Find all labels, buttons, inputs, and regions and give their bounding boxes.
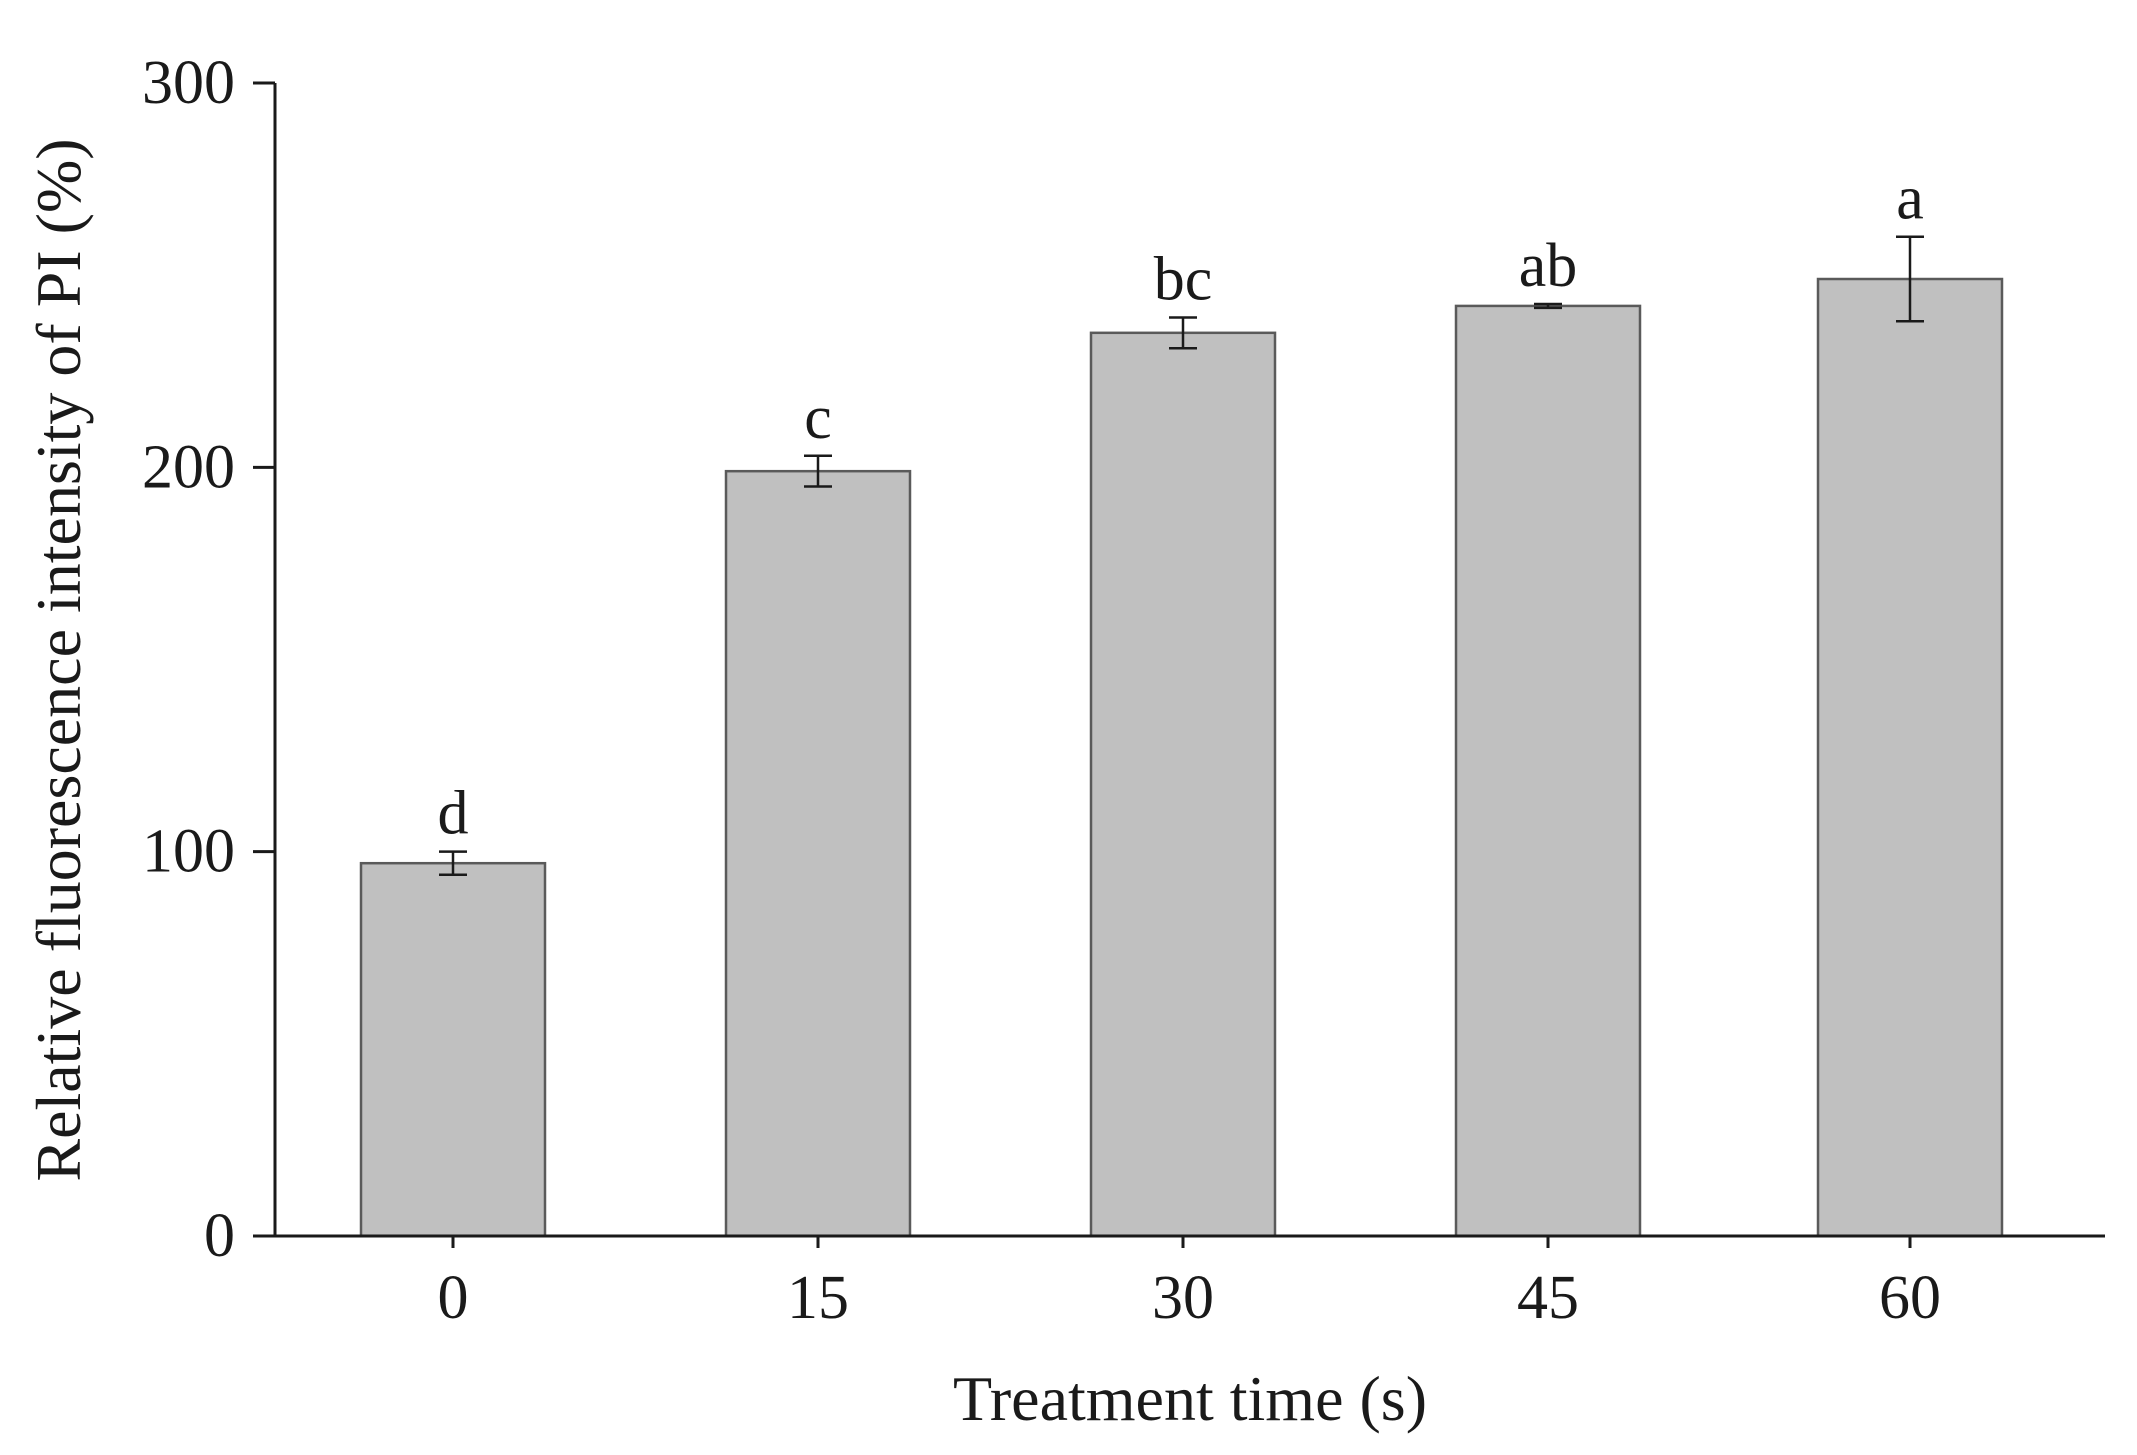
axes (273, 83, 2105, 1238)
bar-45 (1454, 304, 1642, 1238)
error-bars-layer (439, 235, 1924, 876)
x-tick-label-30: 30 (1152, 1264, 1214, 1332)
significance-letter-60: a (1896, 165, 1924, 233)
significance-letters-layer: d c bc ab a (438, 165, 1924, 848)
x-tick-label-60: 60 (1879, 1264, 1941, 1332)
y-tick-label-200: 200 (142, 433, 235, 501)
significance-letter-45: ab (1519, 232, 1578, 300)
y-tick-label-0: 0 (204, 1202, 235, 1270)
x-tick-label-45: 45 (1517, 1264, 1579, 1332)
y-tick-label-300: 300 (142, 49, 235, 117)
x-tick-label-0: 0 (438, 1264, 469, 1332)
bar-30 (1089, 331, 1277, 1238)
y-axis-title: Relative fluorescence intensity of PI (%… (23, 138, 94, 1181)
significance-letter-15: c (804, 384, 832, 452)
significance-letter-30: bc (1154, 245, 1213, 313)
bar-15 (724, 469, 912, 1238)
significance-letter-0: d (438, 780, 469, 848)
bars-layer (359, 277, 2004, 1238)
bar-0 (359, 861, 547, 1238)
x-tick-labels: 0 15 30 45 60 (438, 1236, 1941, 1332)
y-tick-label-100: 100 (142, 818, 235, 886)
x-tick-label-15: 15 (787, 1264, 849, 1332)
bar-60 (1816, 277, 2004, 1238)
x-axis-title: Treatment time (s) (953, 1363, 1427, 1434)
y-ticks: 0 100 200 300 (142, 49, 275, 1270)
